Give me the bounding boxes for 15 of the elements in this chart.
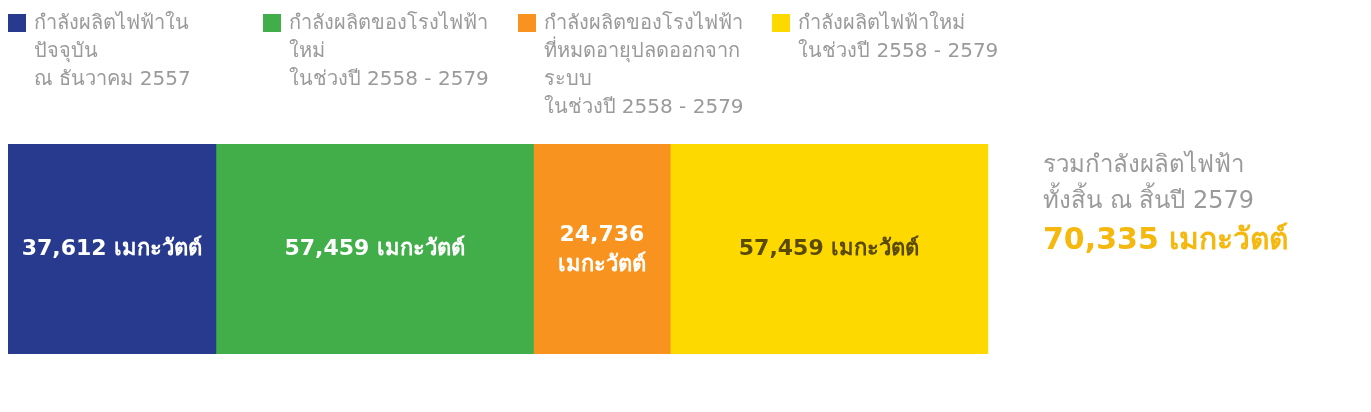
data-label: 57,459 เมกะวัตต์	[284, 234, 465, 260]
data-label: 57,459 เมกะวัตต์	[738, 234, 920, 260]
legend-label: กำลังผลิตไฟฟ้าใหม่ ในช่วงปี 2558 - 2579	[798, 9, 999, 64]
bar	[533, 144, 671, 354]
text: 70,335 เมกะวัตต์	[1043, 220, 1289, 256]
data-label: 37,612 เมกะวัตต์	[21, 234, 203, 260]
legend-label: กำลังผลิตของโรงไฟฟ้า ที่หมดอายุปลดออกจากระบบ ในช่วงปี 2558 - 2579	[543, 9, 745, 120]
bar	[8, 144, 217, 354]
bar	[669, 144, 989, 354]
text: รวมกำลังผลิตไฟฟ้า	[1043, 150, 1244, 179]
bar	[215, 144, 534, 354]
data-label: 24,736 เมกะวัตต์	[557, 220, 646, 276]
legend-label: กำลังผลิตไฟฟ้าในปัจจุบัน ณ ธันวาคม 2557	[34, 9, 192, 92]
legend-label: กำลังผลิตของโรงไฟฟ้าใหม่ ในช่วงปี 2558 - 2579	[288, 9, 490, 92]
text: ทั้งสิ้น ณ สิ้นปี 2579	[1043, 182, 1254, 215]
